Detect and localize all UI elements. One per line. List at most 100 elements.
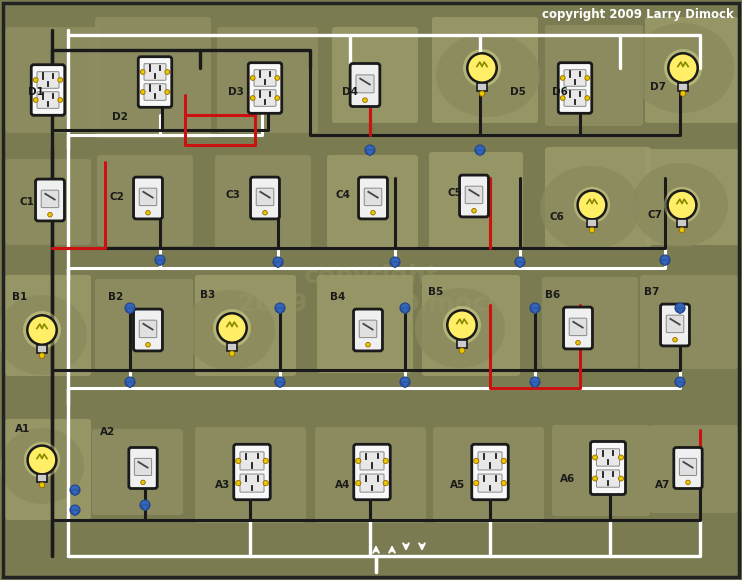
FancyBboxPatch shape	[478, 452, 502, 470]
Polygon shape	[530, 382, 540, 388]
FancyBboxPatch shape	[134, 309, 162, 351]
Circle shape	[125, 377, 135, 387]
Circle shape	[668, 191, 697, 219]
FancyBboxPatch shape	[660, 304, 689, 346]
Polygon shape	[400, 308, 410, 314]
Circle shape	[236, 458, 241, 463]
Circle shape	[673, 338, 677, 342]
FancyBboxPatch shape	[332, 27, 418, 123]
FancyBboxPatch shape	[5, 27, 99, 133]
FancyBboxPatch shape	[433, 427, 544, 523]
Text: B4: B4	[330, 292, 345, 302]
Circle shape	[585, 96, 590, 100]
Circle shape	[390, 257, 400, 267]
Circle shape	[33, 97, 38, 103]
Circle shape	[250, 75, 255, 81]
Circle shape	[576, 340, 580, 345]
Text: A6: A6	[560, 474, 575, 484]
Text: B1: B1	[12, 292, 27, 302]
FancyBboxPatch shape	[472, 444, 508, 500]
FancyBboxPatch shape	[95, 279, 193, 370]
Circle shape	[501, 480, 506, 485]
FancyBboxPatch shape	[37, 72, 59, 88]
FancyBboxPatch shape	[256, 188, 274, 206]
Text: copyright
2009 Larry Dimock: copyright 2009 Larry Dimock	[238, 264, 504, 316]
Text: D4: D4	[342, 87, 358, 97]
Ellipse shape	[185, 290, 275, 370]
Ellipse shape	[23, 311, 61, 349]
Text: C6: C6	[550, 212, 565, 222]
FancyBboxPatch shape	[422, 275, 520, 376]
FancyBboxPatch shape	[327, 155, 418, 249]
FancyBboxPatch shape	[5, 159, 91, 245]
FancyBboxPatch shape	[645, 149, 739, 245]
Ellipse shape	[578, 191, 606, 219]
Ellipse shape	[463, 49, 501, 87]
Ellipse shape	[443, 306, 481, 344]
FancyBboxPatch shape	[195, 275, 296, 376]
Ellipse shape	[574, 187, 610, 223]
Ellipse shape	[0, 428, 84, 504]
Circle shape	[263, 458, 269, 463]
FancyBboxPatch shape	[563, 307, 592, 349]
Circle shape	[165, 70, 170, 74]
Circle shape	[275, 75, 280, 81]
FancyBboxPatch shape	[597, 449, 620, 466]
Polygon shape	[400, 382, 410, 388]
Polygon shape	[275, 382, 285, 388]
FancyBboxPatch shape	[134, 177, 162, 219]
Text: D5: D5	[510, 87, 526, 97]
Circle shape	[501, 458, 506, 463]
FancyBboxPatch shape	[5, 275, 91, 376]
FancyBboxPatch shape	[591, 441, 626, 495]
Polygon shape	[475, 150, 485, 156]
Circle shape	[400, 377, 410, 387]
Circle shape	[675, 377, 685, 387]
Circle shape	[145, 342, 151, 347]
FancyBboxPatch shape	[254, 90, 276, 106]
Circle shape	[467, 53, 496, 83]
FancyBboxPatch shape	[134, 458, 151, 476]
Bar	[227, 343, 237, 351]
FancyBboxPatch shape	[360, 452, 384, 470]
Circle shape	[70, 485, 80, 495]
Circle shape	[679, 227, 685, 233]
FancyBboxPatch shape	[542, 277, 638, 368]
Text: C7: C7	[648, 210, 663, 220]
FancyBboxPatch shape	[37, 92, 59, 108]
Circle shape	[355, 458, 361, 463]
Circle shape	[593, 455, 597, 460]
FancyBboxPatch shape	[97, 155, 193, 246]
Circle shape	[560, 96, 565, 100]
FancyBboxPatch shape	[144, 84, 166, 100]
Bar	[457, 340, 467, 348]
Circle shape	[619, 455, 623, 460]
Polygon shape	[515, 262, 525, 268]
Ellipse shape	[217, 313, 247, 343]
Polygon shape	[275, 308, 285, 314]
Circle shape	[400, 303, 410, 313]
Text: B5: B5	[428, 287, 443, 297]
Circle shape	[371, 211, 375, 215]
Polygon shape	[70, 510, 80, 516]
FancyBboxPatch shape	[569, 318, 587, 336]
FancyBboxPatch shape	[138, 57, 171, 107]
Bar	[678, 83, 688, 91]
FancyBboxPatch shape	[234, 444, 270, 500]
Text: copyright 2009 Larry Dimock: copyright 2009 Larry Dimock	[542, 8, 734, 21]
FancyBboxPatch shape	[315, 427, 426, 523]
Ellipse shape	[540, 166, 640, 250]
Circle shape	[140, 70, 145, 74]
Circle shape	[366, 342, 370, 347]
Text: C5: C5	[448, 188, 463, 198]
Text: A1: A1	[15, 424, 30, 434]
FancyBboxPatch shape	[545, 147, 651, 248]
Circle shape	[70, 505, 80, 515]
Circle shape	[27, 445, 56, 474]
Ellipse shape	[668, 191, 696, 219]
Ellipse shape	[664, 187, 700, 223]
Circle shape	[447, 310, 476, 340]
Ellipse shape	[668, 53, 698, 83]
Circle shape	[39, 353, 45, 358]
Bar	[477, 83, 487, 91]
